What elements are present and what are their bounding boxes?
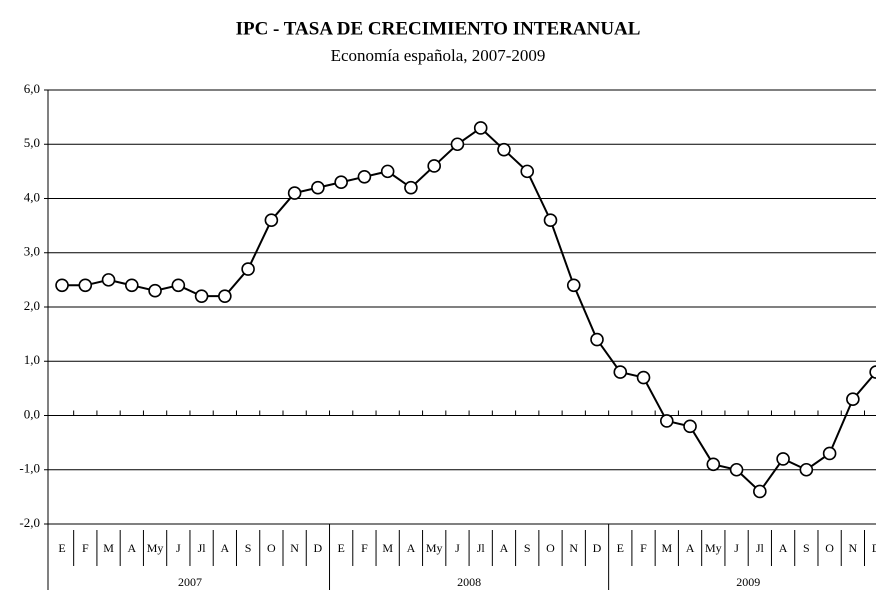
data-point [566,278,581,293]
x-tick-label: M [661,541,672,555]
x-tick-label: My [147,541,164,555]
data-point [497,142,511,157]
data-point [171,278,186,293]
x-tick-label: A [500,541,509,555]
y-tick-label: 1,0 [24,352,40,367]
y-tick-label: 2,0 [24,298,40,313]
x-tick-label: O [546,541,555,555]
data-point [729,462,744,477]
x-tick-label: S [803,541,810,555]
data-point [659,414,674,428]
x-tick-label: E [58,541,65,555]
data-point [404,180,418,195]
x-tick-label: J [734,541,739,555]
x-tick-label: N [849,541,858,555]
x-tick-label: J [176,541,181,555]
data-point [357,170,372,184]
x-tick-label: F [82,541,89,555]
x-tick-label: A [779,541,788,555]
data-point [543,213,558,227]
data-point [706,457,721,472]
chart-title: IPC - TASA DE CRECIMIENTO INTERANUAL [236,18,641,39]
data-point [148,283,162,298]
data-point [427,159,441,173]
x-tick-label: D [872,541,876,555]
x-tick-label: D [593,541,602,555]
data-point [590,332,604,347]
data-point [683,419,697,434]
data-point [311,180,325,195]
x-tick-label: M [382,541,393,555]
series-line [62,126,876,493]
data-point [520,164,535,179]
data-point [613,365,628,379]
x-tick-label: E [617,541,624,555]
data-point [78,278,93,293]
data-point [473,121,488,135]
x-tick-label: O [825,541,834,555]
data-point [776,452,790,466]
data-point [846,392,860,407]
data-point [753,484,767,499]
year-label: 2009 [736,575,760,589]
data-point [334,175,348,190]
x-tick-label: My [705,541,722,555]
data-point [380,164,395,179]
y-tick-label: -2,0 [19,515,40,530]
data-point [218,289,232,303]
data-point [869,365,876,379]
x-tick-label: A [221,541,230,555]
chart-subtitle: Economía española, 2007-2009 [331,46,546,65]
data-point [264,213,279,227]
year-label: 2007 [178,575,202,589]
data-point [822,446,837,461]
x-tick-label: J [455,541,460,555]
x-tick-label: A [127,541,136,555]
x-tick-label: S [245,541,252,555]
y-tick-label: 5,0 [24,135,40,150]
x-tick-label: My [426,541,443,555]
y-tick-label: 6,0 [24,81,40,96]
y-tick-label: 0,0 [24,406,40,421]
x-tick-label: A [686,541,695,555]
data-point [55,278,69,293]
y-tick-label: -1,0 [19,461,40,476]
x-tick-label: M [103,541,114,555]
data-point [194,289,209,303]
year-label: 2008 [457,575,481,589]
data-point [125,278,139,293]
data-point [450,137,465,152]
x-tick-label: Jl [477,541,486,555]
x-tick-label: N [290,541,299,555]
x-tick-label: Jl [756,541,765,555]
x-tick-label: A [407,541,416,555]
x-tick-label: E [337,541,344,555]
x-tick-label: D [314,541,323,555]
data-point [241,262,255,276]
data-point [636,370,651,385]
x-tick-label: N [569,541,578,555]
y-tick-label: 3,0 [24,244,40,259]
y-tick-label: 4,0 [24,189,40,204]
data-point [101,273,116,287]
x-tick-label: F [361,541,368,555]
x-tick-label: Jl [198,541,207,555]
x-tick-label: S [524,541,531,555]
data-point [287,186,302,200]
x-tick-label: F [640,541,647,555]
data-point [799,462,814,477]
x-tick-label: O [267,541,276,555]
